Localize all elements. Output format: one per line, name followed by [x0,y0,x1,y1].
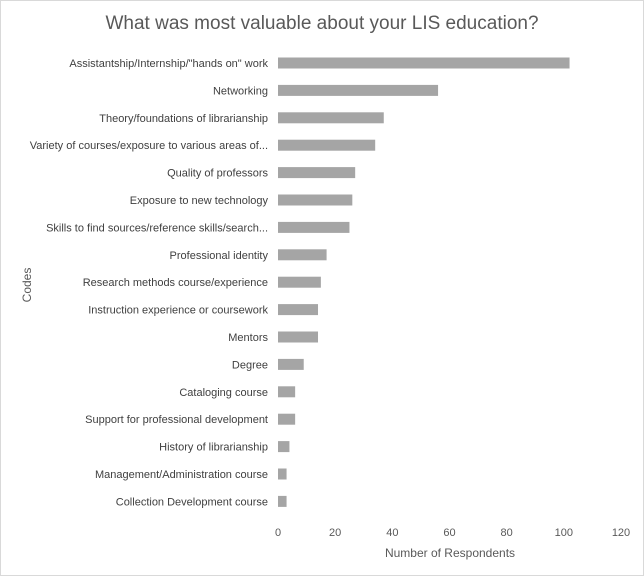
category-label-14: History of librarianship [159,442,268,454]
bar-0 [278,57,570,69]
bar-8 [278,276,321,288]
x-tick-label-2: 40 [386,527,398,539]
category-labels: Assistantship/Internship/"hands on" work… [30,58,269,508]
chart-title: What was most valuable about your LIS ed… [105,13,538,34]
bar-13 [278,413,296,425]
bars-layer [278,57,570,507]
bar-9 [278,304,319,316]
x-tick-label-0: 0 [275,527,281,539]
bar-12 [278,386,296,398]
bar-1 [278,84,439,96]
bar-10 [278,331,319,343]
category-label-7: Professional identity [170,250,269,262]
category-label-6: Skills to find sources/reference skills/… [46,222,268,234]
x-tick-label-6: 120 [612,527,630,539]
category-label-8: Research methods course/experience [83,277,268,289]
bar-15 [278,468,287,480]
category-label-4: Quality of professors [167,168,268,180]
bar-5 [278,194,353,206]
category-label-3: Variety of courses/exposure to various a… [30,140,268,152]
category-label-11: Degree [232,359,268,371]
bar-16 [278,495,287,507]
x-tick-label-4: 80 [501,527,513,539]
x-tick-label-1: 20 [329,527,341,539]
category-label-12: Cataloging course [179,387,268,399]
category-label-0: Assistantship/Internship/"hands on" work [69,58,268,70]
category-label-15: Management/Administration course [95,469,268,481]
bar-11 [278,358,304,370]
x-tick-label-3: 60 [443,527,455,539]
x-tick-labels: 0 20 40 60 80 100 120 [275,527,630,539]
x-tick-label-5: 100 [555,527,573,539]
category-label-9: Instruction experience or coursework [88,305,268,317]
category-label-10: Mentors [228,332,268,344]
category-label-16: Collection Development course [116,496,268,508]
category-label-13: Support for professional development [85,414,268,426]
x-axis-title: Number of Respondents [385,546,515,560]
bar-14 [278,441,290,453]
category-label-5: Exposure to new technology [130,195,269,207]
bar-7 [278,249,327,261]
category-label-1: Networking [213,85,268,97]
y-axis-title: Codes [20,268,34,303]
bar-4 [278,167,356,179]
category-label-2: Theory/foundations of librarianship [99,113,268,125]
bar-3 [278,139,376,151]
bar-2 [278,112,384,124]
bar-6 [278,221,350,233]
